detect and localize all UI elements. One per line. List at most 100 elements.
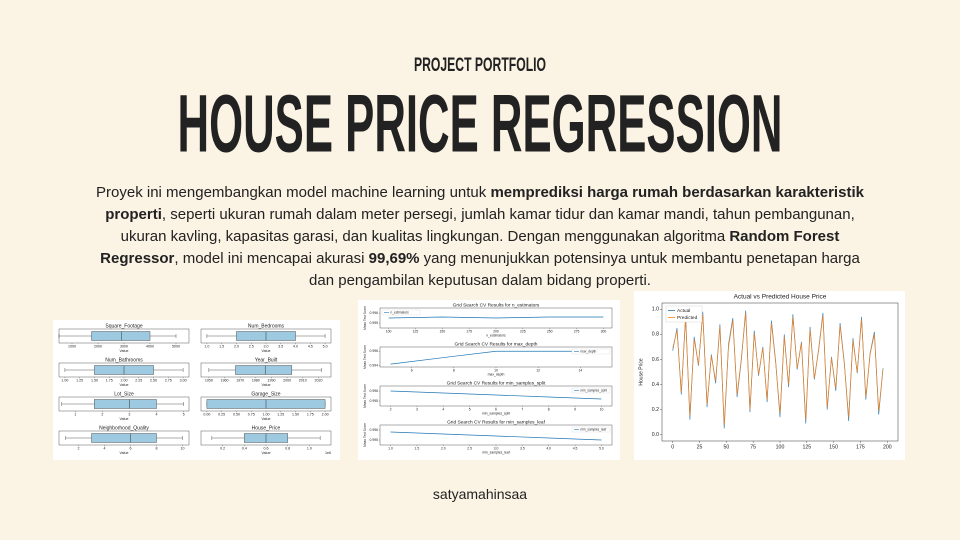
y-tick-label: 0.8 — [652, 332, 659, 338]
x-tick-label: 3 — [128, 412, 130, 416]
x-tick-label: 150 — [829, 444, 838, 450]
description: Proyek ini mengembangkan model machine l… — [95, 182, 865, 292]
y-tick-label: 0.4 — [652, 382, 659, 388]
x-tick-label: 3.5 — [278, 344, 283, 348]
score-line — [390, 431, 602, 441]
series-line — [672, 313, 884, 425]
x-tick-label: 1.0 — [307, 446, 312, 450]
x-tick-label: 5000 — [172, 344, 180, 348]
text: Proyek ini mengembangkan model machine l… — [96, 184, 491, 201]
x-tick-label: 3.0 — [264, 344, 269, 348]
x-tick-label: 2010 — [299, 378, 307, 382]
x-tick-label: 125 — [413, 329, 419, 333]
x-tick-label: 5.0 — [323, 344, 328, 348]
x-tick-label: 2.50 — [150, 378, 157, 382]
x-tick-label: 2.5 — [249, 344, 254, 348]
x-tick-label: 8 — [156, 446, 158, 450]
x-tick-label: 4000 — [146, 344, 154, 348]
x-tick-label: 3.5 — [520, 446, 525, 450]
x-tick-label: 4 — [104, 446, 106, 450]
x-tick-label: 2 — [390, 407, 392, 411]
box — [91, 331, 151, 341]
plot-frame — [200, 362, 332, 378]
x-tick-label: 2.0 — [234, 344, 239, 348]
y-tick-label: 0.996 — [370, 428, 379, 432]
legend-label: min_samples_split — [581, 388, 607, 392]
x-tick-label: 2000 — [94, 344, 102, 348]
score-line — [390, 350, 602, 365]
x-tick-label: 200 — [493, 329, 499, 333]
x-tick-label: 1980 — [252, 378, 260, 382]
panel-title: House_Price — [252, 425, 281, 431]
x-axis-label: Value — [262, 451, 271, 455]
legend-label: Predicted — [677, 315, 698, 321]
text: , seperti ukuran rumah dalam meter perse… — [120, 206, 855, 245]
x-tick-label: 1000 — [68, 344, 76, 348]
panel-title: Grid Search CV Results for max_depth — [455, 341, 538, 347]
y-axis-label: Mean Test Score — [363, 306, 367, 330]
y-axis-label: Mean Test Score — [363, 384, 367, 408]
x-tick-label: 3000 — [120, 344, 128, 348]
x-tick-label: 1.00 — [61, 378, 68, 382]
bold-text: Random Forest Regressor — [100, 228, 840, 267]
y-tick-label: 0.995 — [370, 321, 379, 325]
plot-frame — [58, 396, 190, 412]
x-tick-label: 4.0 — [293, 344, 298, 348]
x-tick-label: 1.0 — [204, 344, 209, 348]
x-tick-label: 4 — [442, 407, 444, 411]
y-tick-label: 0.995 — [370, 438, 379, 442]
panel-title: Garage_Size — [251, 391, 280, 397]
x-tick-label: 2 — [101, 412, 103, 416]
x-tick-label: 4.0 — [546, 446, 551, 450]
y-tick-label: 0.0 — [652, 432, 659, 438]
panel-title: Year_Built — [255, 357, 278, 363]
x-tick-label: 2 — [78, 446, 80, 450]
x-tick-label: 1990 — [267, 378, 275, 382]
box — [94, 399, 157, 409]
y-tick-label: 0.995 — [370, 399, 379, 403]
x-tick-label: 1.0 — [388, 446, 393, 450]
x-tick-label: 1 — [74, 412, 76, 416]
x-tick-label: 0.8 — [285, 446, 290, 450]
x-tick-label: 5 — [183, 412, 185, 416]
header: PROJECT PORTFOLIO HOUSE PRICE REGRESSION — [178, 55, 783, 170]
x-axis-label: Value — [120, 383, 129, 387]
x-tick-label: 1.25 — [76, 378, 83, 382]
x-axis-label: n_estimators — [486, 333, 506, 337]
x-tick-label: 0.00 — [203, 412, 210, 416]
x-tick-label: 175 — [466, 329, 472, 333]
x-tick-label: 8 — [548, 407, 550, 411]
box — [235, 365, 293, 375]
y-axis-label: Mean Test Score — [363, 345, 367, 369]
x-axis-label: Value — [262, 383, 271, 387]
x-tick-label: 6 — [495, 407, 497, 411]
bold-text: 99,69% — [368, 250, 420, 267]
x-tick-label: 0.75 — [248, 412, 255, 416]
x-tick-label: 1.75 — [307, 412, 314, 416]
box — [91, 433, 157, 443]
x-tick-label: 125 — [802, 444, 811, 450]
x-tick-label: 2.00 — [121, 378, 128, 382]
text: yang menunjukkan potensinya untuk memban… — [309, 250, 860, 289]
x-tick-label: 2020 — [314, 378, 322, 382]
x-axis-label: Value — [120, 349, 129, 353]
x-tick-label: 10 — [494, 368, 498, 372]
y-tick-label: 0.6 — [652, 357, 659, 363]
panel-title: Grid Search CV Results for min_samples_s… — [447, 380, 546, 386]
panel-title: Grid Search CV Results for min_samples_l… — [447, 419, 546, 425]
chart-title: Actual vs Predicted House Price — [734, 294, 827, 301]
x-tick-label: 0.6 — [264, 446, 269, 450]
legend-box — [381, 309, 421, 316]
x-tick-label: 1960 — [220, 378, 228, 382]
y-tick-label: 0.996 — [370, 349, 379, 353]
x-tick-label: 250 — [547, 329, 553, 333]
footer: satyamahinsaa — [432, 486, 528, 502]
panel-title: Square_Footage — [105, 323, 142, 329]
legend-box — [665, 305, 703, 323]
x-tick-label: 225 — [520, 329, 526, 333]
x-axis-label: Value — [262, 417, 271, 421]
x-tick-label: 1970 — [236, 378, 244, 382]
x-tick-label: 175 — [856, 444, 865, 450]
x-tick-label: 2.25 — [135, 378, 142, 382]
x-tick-label: 1.75 — [106, 378, 113, 382]
